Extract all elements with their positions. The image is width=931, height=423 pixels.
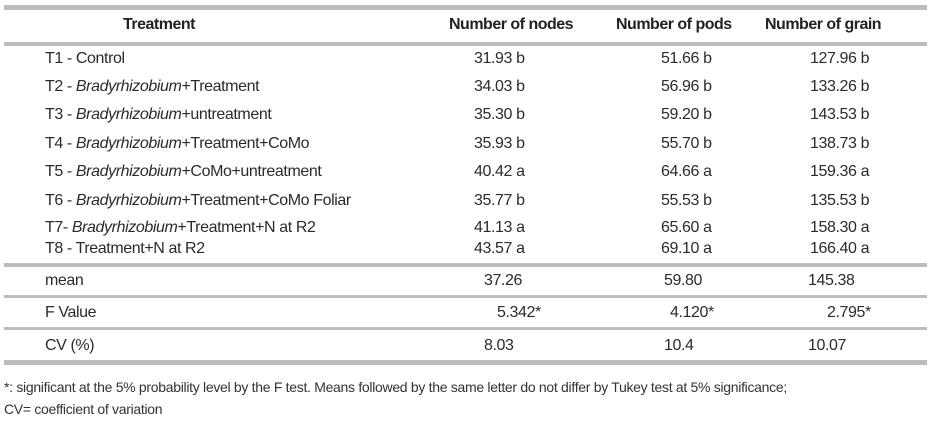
treatment-prefix: T5 - [45, 163, 76, 180]
header-treatment: Treatment [123, 16, 195, 33]
stat-pods: 59.80 [664, 272, 703, 289]
treatment-prefix: T1 - Control [45, 50, 125, 67]
treatment-label: T7- Bradyrhizobium+Treatment+N at R2 [45, 219, 316, 237]
treatment-prefix: T4 - [45, 135, 76, 152]
stat-grain: 2.795* [827, 304, 871, 321]
stat-nodes: 8.03 [484, 337, 514, 354]
treatment-italic: Bradyrhizobium [75, 163, 182, 180]
body-rule [4, 263, 927, 267]
treatment-italic: Bradyrhizobium [75, 78, 182, 95]
stat-grain: 10.07 [808, 337, 847, 354]
cell-pods: 65.60 a [661, 219, 712, 236]
treatment-suffix: +Treatment+CoMo [181, 135, 310, 152]
treatment-label: T8 - Treatment+N at R2 [45, 240, 205, 258]
cell-nodes: 43.57 a [474, 240, 525, 257]
stat-label: CV (%) [45, 337, 95, 354]
treatment-label: T4 - Bradyrhizobium+Treatment+CoMo [45, 135, 310, 153]
cell-grain: 158.30 a [810, 219, 870, 236]
stat-pods: 4.120* [670, 304, 714, 321]
treatment-prefix: T2 - [45, 78, 76, 95]
treatment-prefix: T6 - [45, 192, 76, 209]
treatment-label: T3 - Bradyrhizobium+untreatment [45, 106, 272, 124]
treatment-italic: Bradyrhizobium [75, 106, 182, 123]
header-nodes: Number of nodes [449, 16, 574, 33]
treatment-label: T1 - Control [45, 50, 125, 68]
cell-grain: 127.96 b [810, 50, 870, 67]
cell-nodes: 31.93 b [474, 50, 525, 67]
treatment-label: T2 - Bradyrhizobium+Treatment [45, 78, 260, 96]
cell-grain: 159.36 a [810, 163, 870, 180]
treatment-suffix: +Treatment+N at R2 [177, 219, 316, 236]
cell-pods: 69.10 a [661, 240, 712, 257]
cell-pods: 64.66 a [661, 163, 712, 180]
stat-grain: 145.38 [808, 272, 855, 289]
table-top-rule [4, 5, 927, 10]
treatment-label: T5 - Bradyrhizobium+CoMo+untreatment [45, 163, 322, 181]
cell-nodes: 40.42 a [474, 163, 525, 180]
stats-rule [4, 295, 927, 298]
stats-rule [4, 327, 927, 330]
cell-pods: 56.96 b [661, 78, 712, 95]
cell-pods: 55.53 b [661, 192, 712, 209]
header-grain: Number of grain [765, 16, 882, 33]
stat-label: mean [45, 272, 84, 289]
cell-grain: 143.53 b [810, 106, 870, 123]
treatment-italic: Bradyrhizobium [75, 135, 182, 152]
cell-nodes: 35.93 b [474, 135, 525, 152]
stat-label: F Value [45, 304, 97, 321]
header-pods: Number of pods [616, 16, 732, 33]
cell-nodes: 35.30 b [474, 106, 525, 123]
treatment-suffix: +CoMo+untreatment [181, 163, 322, 180]
cell-pods: 59.20 b [661, 106, 712, 123]
footnote-line-1: *: significant at the 5% probability lev… [4, 379, 787, 395]
treatment-label: T6 - Bradyrhizobium+Treatment+CoMo Folia… [45, 192, 351, 210]
cell-grain: 133.26 b [810, 78, 870, 95]
cell-grain: 138.73 b [810, 135, 870, 152]
cell-pods: 55.70 b [661, 135, 712, 152]
treatment-suffix: +Treatment+CoMo Foliar [181, 192, 351, 209]
treatment-suffix: +Treatment [181, 78, 260, 95]
footnote-line-2: CV= coefficient of variation [4, 401, 163, 417]
cell-pods: 51.66 b [661, 50, 712, 67]
cell-grain: 166.40 a [810, 240, 870, 257]
treatment-prefix: T8 - Treatment+N at R2 [45, 240, 205, 257]
cell-nodes: 35.77 b [474, 192, 525, 209]
treatment-italic: Bradyrhizobium [71, 219, 178, 236]
treatment-italic: Bradyrhizobium [75, 192, 182, 209]
stat-pods: 10.4 [664, 337, 694, 354]
stats-rule [4, 360, 927, 365]
cell-nodes: 34.03 b [474, 78, 525, 95]
stat-nodes: 37.26 [484, 272, 523, 289]
stat-nodes: 5.342* [497, 304, 541, 321]
treatment-prefix: T7- [45, 219, 72, 236]
treatment-prefix: T3 - [45, 106, 76, 123]
cell-nodes: 41.13 a [474, 219, 525, 236]
footnote: *: significant at the 5% probability lev… [4, 376, 787, 420]
treatment-suffix: +untreatment [181, 106, 272, 123]
header-rule [4, 42, 927, 46]
cell-grain: 135.53 b [810, 192, 870, 209]
